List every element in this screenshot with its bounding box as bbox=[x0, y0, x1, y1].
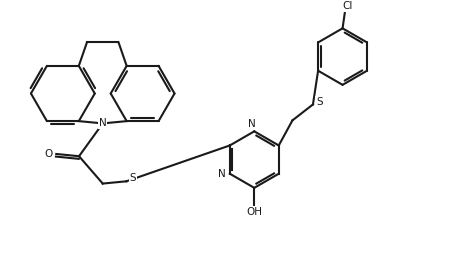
Text: OH: OH bbox=[246, 207, 263, 217]
Text: S: S bbox=[130, 173, 136, 183]
Text: N: N bbox=[218, 169, 225, 179]
Text: S: S bbox=[316, 97, 323, 107]
Text: O: O bbox=[44, 149, 52, 159]
Text: N: N bbox=[99, 119, 106, 129]
Text: Cl: Cl bbox=[343, 1, 353, 11]
Text: N: N bbox=[248, 120, 256, 130]
